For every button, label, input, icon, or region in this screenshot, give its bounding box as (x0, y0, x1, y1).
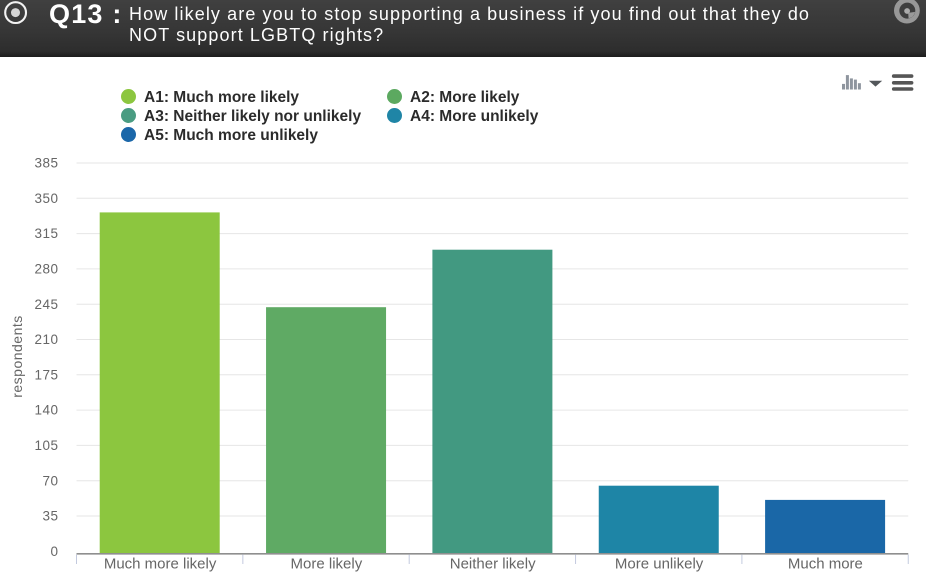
svg-text:0: 0 (50, 544, 58, 559)
svg-text:Much more likely: Much more likely (104, 555, 217, 572)
svg-text:280: 280 (34, 262, 58, 277)
svg-text:More unlikely: More unlikely (615, 555, 704, 572)
svg-text:350: 350 (34, 191, 58, 206)
svg-text:respondents: respondents (9, 315, 25, 398)
svg-text:140: 140 (34, 403, 58, 418)
svg-text:315: 315 (34, 226, 58, 241)
svg-text:385: 385 (34, 156, 58, 171)
svg-text:Neither likely: Neither likely (450, 555, 536, 572)
svg-text:70: 70 (42, 473, 58, 488)
svg-text:210: 210 (34, 332, 58, 347)
svg-text:175: 175 (34, 367, 58, 382)
svg-text:35: 35 (42, 509, 58, 524)
svg-text:105: 105 (34, 438, 58, 453)
svg-text:Much more: Much more (788, 555, 863, 572)
svg-text:245: 245 (34, 297, 58, 312)
svg-text:More likely: More likely (291, 555, 363, 572)
